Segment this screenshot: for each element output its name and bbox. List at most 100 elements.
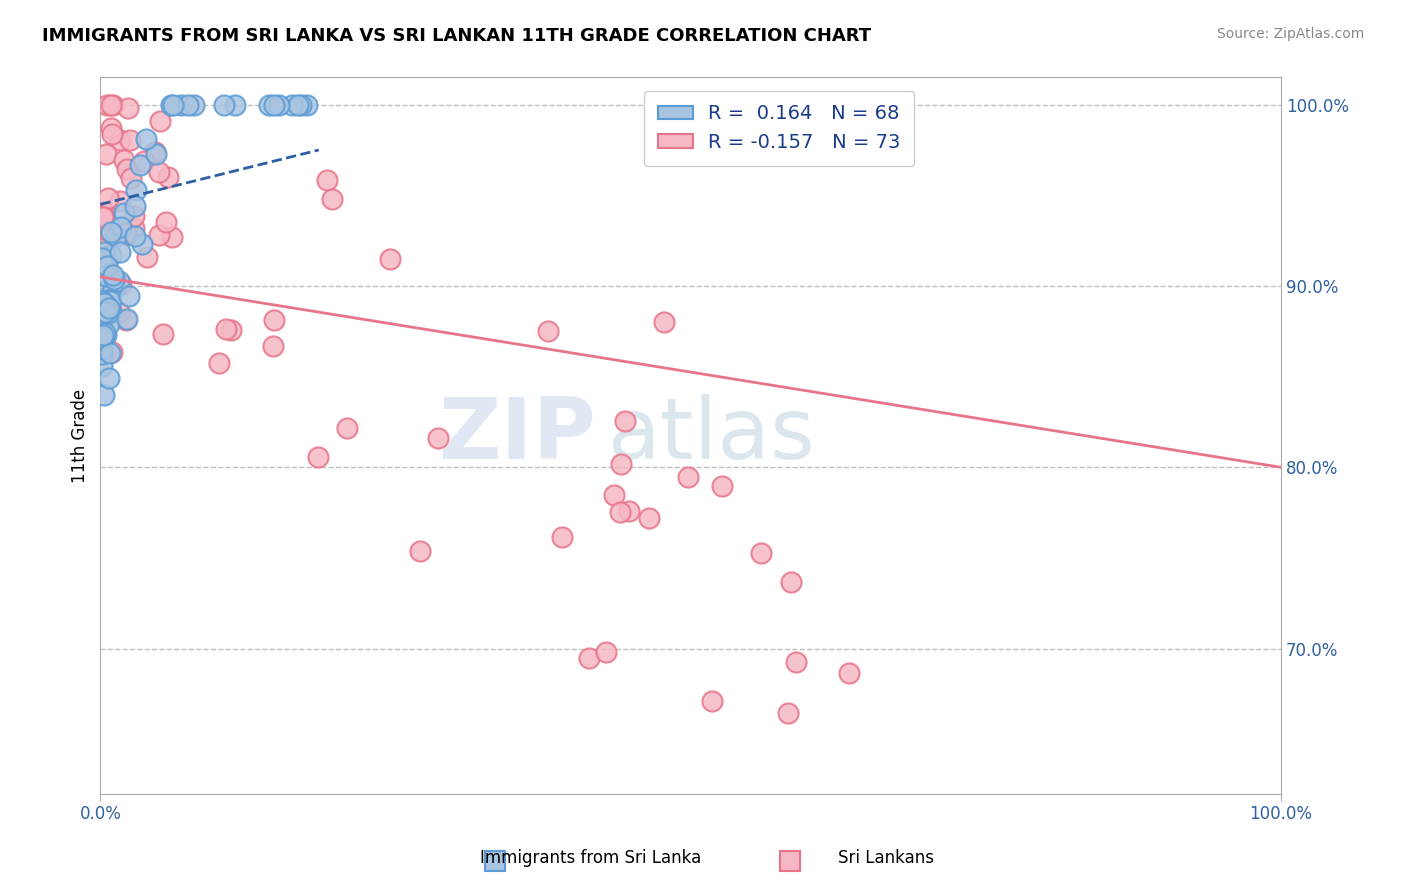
Point (160, 230, 183, 244)
Point (100, 303, 122, 318)
Point (110, 220, 132, 235)
Point (96, 260, 118, 275)
Point (838, 666, 860, 681)
Point (115, 312, 138, 326)
Point (96, 259, 118, 273)
Point (108, 194, 131, 208)
Point (103, 272, 125, 286)
Point (97, 371, 120, 385)
Text: Source: ZipAtlas.com: Source: ZipAtlas.com (1216, 27, 1364, 41)
Point (100, 128, 122, 142)
Point (90, 301, 112, 315)
Point (269, 97, 291, 112)
Point (91, 210, 114, 224)
Point (131, 237, 153, 252)
Point (609, 504, 631, 518)
Text: atlas: atlas (607, 394, 815, 477)
Point (160, 97, 183, 112)
Point (91, 327, 114, 342)
Point (122, 221, 145, 235)
Point (91, 208, 114, 222)
Point (91, 255, 114, 269)
Point (208, 356, 231, 370)
Text: IMMIGRANTS FROM SRI LANKA VS SRI LANKAN 11TH GRADE CORRELATION CHART: IMMIGRANTS FROM SRI LANKA VS SRI LANKAN … (42, 27, 872, 45)
Point (90, 301, 112, 316)
Point (134, 132, 156, 146)
Point (749, 546, 772, 560)
Point (120, 170, 142, 185)
Point (96, 97, 118, 112)
Y-axis label: 11th Grade: 11th Grade (72, 389, 89, 483)
Point (91, 251, 114, 265)
Point (98, 301, 121, 315)
Point (614, 414, 637, 428)
Point (143, 145, 166, 159)
Point (107, 274, 129, 288)
Point (215, 322, 238, 336)
Point (115, 312, 138, 326)
Point (148, 228, 170, 243)
Point (110, 277, 132, 292)
Point (94, 146, 117, 161)
Point (90, 330, 112, 344)
Point (93, 208, 115, 222)
Point (129, 158, 152, 172)
Point (91, 307, 114, 321)
Legend: R =  0.164   N = 68, R = -0.157   N = 73: R = 0.164 N = 68, R = -0.157 N = 73 (644, 91, 914, 166)
Point (98, 317, 121, 331)
Point (110, 133, 132, 147)
Point (90, 242, 112, 256)
Point (98, 346, 121, 360)
Point (336, 421, 359, 435)
Point (97, 301, 120, 316)
Point (93, 326, 115, 341)
Point (108, 244, 131, 259)
Point (124, 199, 146, 213)
Point (170, 97, 193, 112)
Point (91, 345, 114, 359)
Point (94, 205, 117, 219)
Point (96, 283, 118, 297)
Point (90, 347, 112, 361)
Point (676, 470, 699, 484)
Point (619, 504, 641, 518)
Point (117, 161, 139, 176)
Point (104, 229, 127, 244)
Point (96, 293, 118, 307)
Point (100, 248, 122, 262)
Point (115, 225, 138, 239)
Point (321, 192, 343, 206)
Point (578, 650, 600, 665)
Point (115, 228, 138, 243)
Point (90, 252, 112, 267)
Point (112, 205, 135, 219)
Point (94, 268, 117, 283)
Point (145, 147, 167, 161)
Point (100, 294, 122, 309)
Point (212, 97, 235, 112)
Point (100, 120, 122, 135)
Point (117, 101, 139, 115)
Point (378, 252, 401, 266)
Point (124, 229, 146, 244)
Point (156, 169, 179, 184)
Point (134, 153, 156, 168)
Point (93, 286, 115, 301)
Point (595, 645, 617, 659)
Point (91, 325, 114, 339)
Point (93, 244, 115, 259)
Point (316, 172, 339, 186)
Point (93, 388, 115, 402)
Point (162, 97, 184, 112)
Point (307, 450, 329, 464)
Point (176, 97, 198, 112)
Point (112, 153, 135, 168)
Point (90, 359, 112, 373)
Point (136, 250, 159, 264)
Point (118, 132, 141, 146)
Point (91, 271, 114, 285)
Text: Sri Lankans: Sri Lankans (838, 849, 934, 867)
Point (426, 431, 449, 445)
Point (97, 306, 120, 320)
Point (90, 342, 112, 356)
